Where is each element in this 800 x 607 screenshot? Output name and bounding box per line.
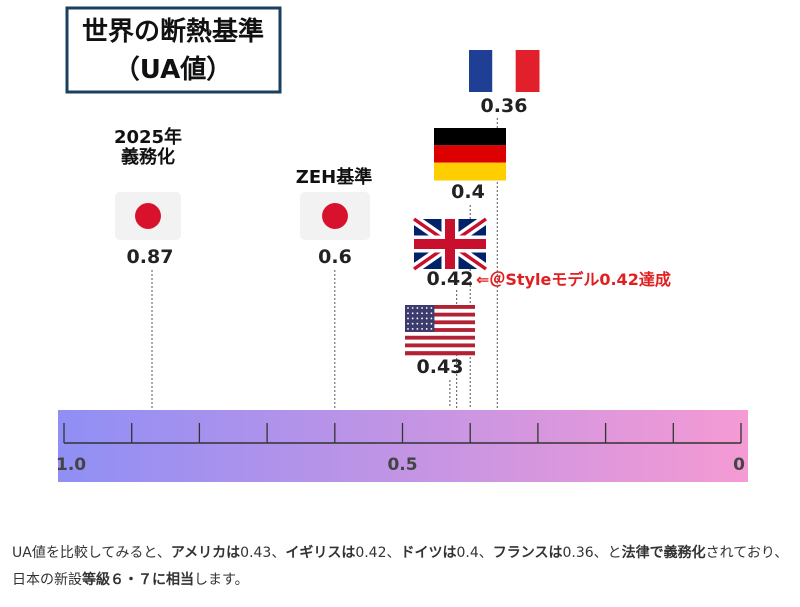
tick-label: 0.5: [387, 455, 417, 475]
germany-flag: [434, 128, 506, 181]
data-point: ZEH基準 0.6: [296, 166, 372, 268]
point-label: 2025年義務化: [114, 126, 182, 168]
caption-segment: 0.42、: [355, 545, 401, 561]
japan-flag: [115, 192, 181, 240]
data-point: 0.43: [405, 305, 475, 378]
value-label: 0.6: [318, 246, 352, 268]
caption-segment: します。: [194, 572, 249, 588]
point-label: ZEH基準: [296, 166, 372, 188]
data-point: 0.4: [434, 128, 506, 203]
caption-segment: 0.4、: [456, 545, 493, 561]
caption-emphasis: アメリカは: [170, 545, 241, 561]
value-label: 0.87: [127, 246, 174, 268]
value-label: 0.36: [481, 95, 528, 117]
value-label: 0.42: [427, 268, 474, 290]
tick-label: 1.0: [56, 455, 86, 475]
caption-emphasis: ドイツは: [400, 545, 457, 561]
caption-segment: されており、日本の新設: [12, 545, 789, 588]
data-point: 0.36: [469, 50, 540, 117]
value-label: 0.4: [451, 181, 485, 203]
axis-band: [58, 410, 748, 482]
axis-ticks: [63, 423, 742, 443]
caption-segment: 0.43、: [240, 545, 286, 561]
chart-title: 世界の断熱基準: [82, 16, 264, 47]
title-box: 世界の断熱基準 （UA値）: [65, 6, 282, 94]
caption-emphasis: 法律で義務化: [621, 545, 706, 561]
ua-chart: 世界の断熱基準 （UA値） 1.0 0.5 0 2025年義務化 0.87 ZEH基準 0…: [56, 6, 748, 482]
data-point: 0.42: [411, 214, 489, 290]
value-label: 0.43: [417, 356, 464, 378]
tick-label: 0: [733, 455, 745, 475]
caption-emphasis: 等級６・７に相当: [82, 572, 194, 588]
chart-subtitle: （UA値）: [114, 55, 232, 85]
annotation-label: ⇐＠Styleモデル0.42達成: [476, 270, 671, 289]
france-flag: [469, 50, 540, 92]
uk-flag: [411, 214, 489, 274]
caption-emphasis: フランスは: [492, 545, 563, 561]
data-marks: 2025年義務化 0.87 ZEH基準 0.6 0.43 0.42 0.4 0.36 ⇐＠Sty…: [114, 50, 671, 378]
caption-segment: 0.36、と: [562, 545, 622, 561]
data-point: 2025年義務化 0.87: [114, 126, 182, 268]
usa-flag: [405, 305, 475, 356]
japan-flag: [300, 192, 370, 240]
caption-segment: UA値を比較してみると、: [12, 545, 171, 561]
caption-emphasis: イギリスは: [285, 545, 356, 561]
axis-tick-labels: 1.0 0.5 0: [56, 455, 745, 475]
caption-text: UA値を比較してみると、アメリカは0.43、イギリスは0.42、ドイツは0.4、…: [12, 540, 792, 594]
